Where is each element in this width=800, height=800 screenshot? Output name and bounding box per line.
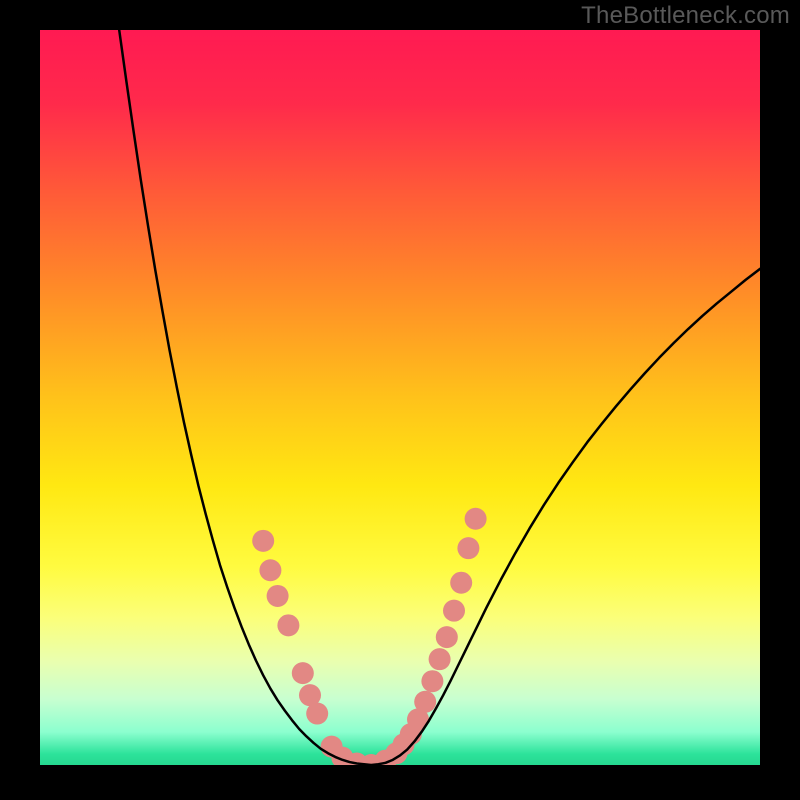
data-marker: [443, 600, 465, 622]
data-marker: [306, 703, 328, 725]
plot-background: [40, 30, 760, 765]
bottleneck-chart: [0, 0, 800, 800]
data-marker: [277, 614, 299, 636]
data-marker: [457, 537, 479, 559]
data-marker: [267, 585, 289, 607]
data-marker: [436, 626, 458, 648]
chart-container: TheBottleneck.com: [0, 0, 800, 800]
data-marker: [414, 691, 436, 713]
watermark-text: TheBottleneck.com: [581, 2, 790, 30]
data-marker: [259, 559, 281, 581]
data-marker: [292, 662, 314, 684]
data-marker: [450, 572, 472, 594]
data-marker: [465, 508, 487, 530]
data-marker: [429, 648, 451, 670]
data-marker: [421, 670, 443, 692]
data-marker: [252, 530, 274, 552]
